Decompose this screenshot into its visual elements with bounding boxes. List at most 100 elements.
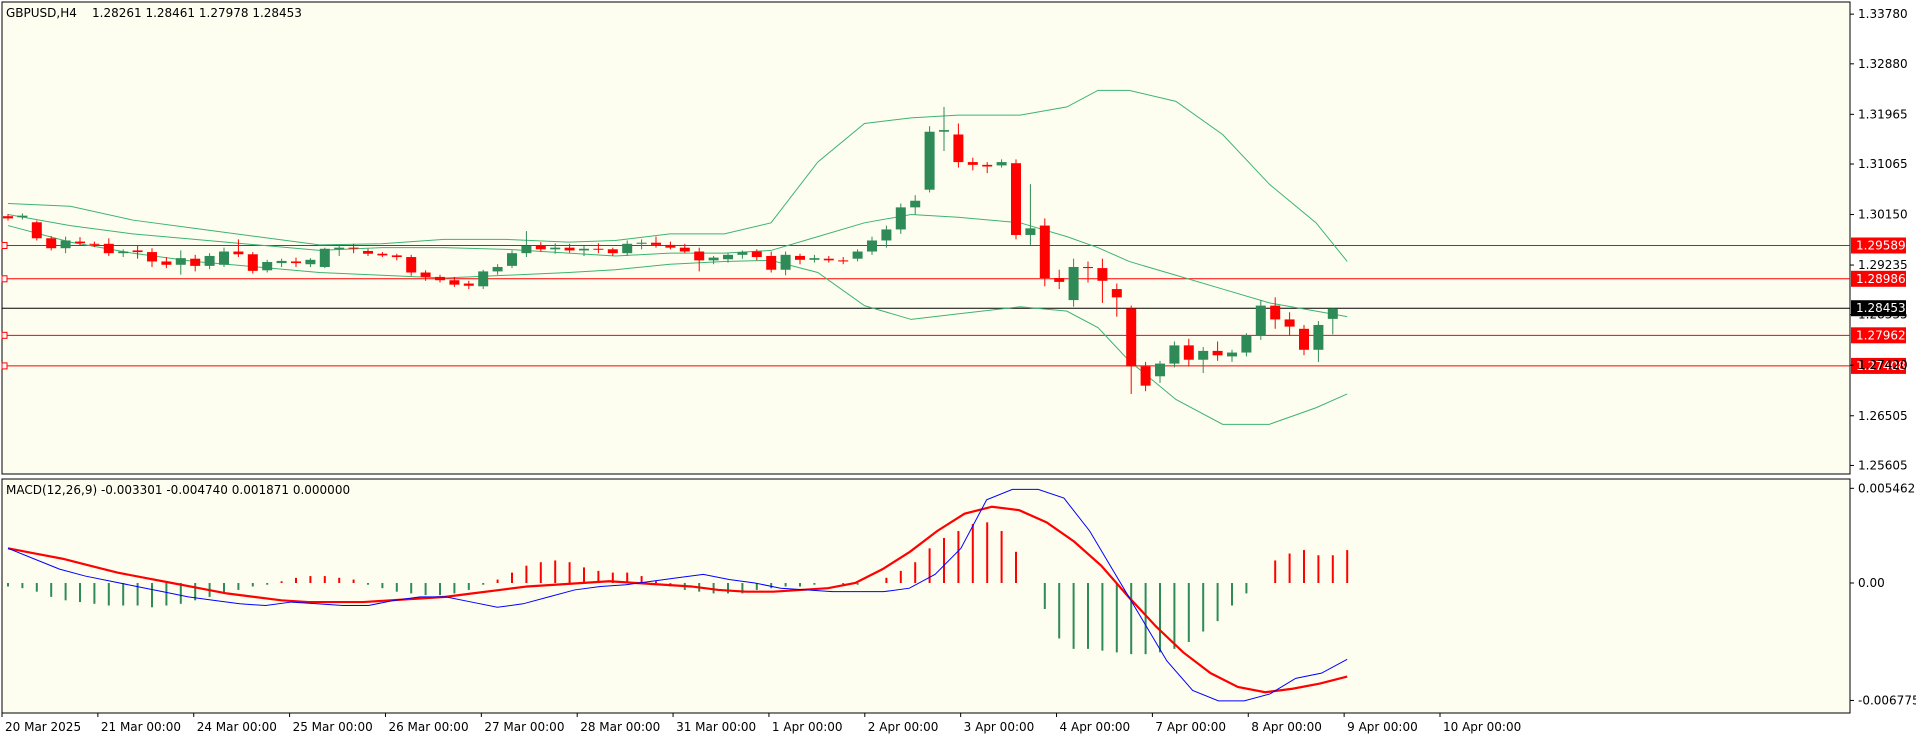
candle-body[interactable] — [3, 216, 13, 219]
level-handle[interactable] — [1, 275, 8, 283]
candle-body[interactable] — [723, 254, 733, 260]
candle-body[interactable] — [507, 253, 517, 266]
candle-body[interactable] — [420, 272, 431, 277]
candle-body[interactable] — [867, 240, 877, 252]
candle-body[interactable] — [809, 258, 820, 260]
candle-body[interactable] — [276, 260, 287, 264]
candle-body[interactable] — [1155, 363, 1165, 377]
candle-body[interactable] — [939, 130, 949, 132]
candle-body[interactable] — [1183, 345, 1194, 360]
candle-body[interactable] — [147, 252, 157, 262]
candle-body[interactable] — [161, 261, 172, 265]
candle-body[interactable] — [852, 251, 863, 259]
candle-body[interactable] — [550, 247, 561, 250]
candle-body[interactable] — [751, 251, 762, 258]
candle-body[interactable] — [463, 283, 474, 286]
candle-body[interactable] — [996, 162, 1007, 166]
candle-body[interactable] — [1126, 308, 1137, 367]
candle-body[interactable] — [607, 249, 618, 254]
candle-body[interactable] — [1039, 225, 1050, 279]
candle-body[interactable] — [1011, 163, 1021, 235]
candle-body[interactable] — [924, 131, 935, 190]
candle-body[interactable] — [1054, 278, 1065, 282]
candle-body[interactable] — [435, 276, 445, 281]
macd-panel[interactable] — [1, 478, 1851, 714]
candle-body[interactable] — [1097, 268, 1108, 281]
candle-body[interactable] — [60, 240, 71, 249]
candle-body[interactable] — [1327, 308, 1338, 319]
candle-body[interactable] — [449, 280, 460, 285]
candle-body[interactable] — [305, 259, 316, 265]
candle-body[interactable] — [1198, 350, 1209, 360]
candle-body[interactable] — [377, 253, 388, 256]
candle-body[interactable] — [1140, 366, 1151, 386]
candle-body[interactable] — [1255, 305, 1266, 336]
candle-body[interactable] — [1299, 328, 1309, 350]
candle-body[interactable] — [895, 207, 906, 230]
level-handle[interactable] — [1, 331, 8, 339]
candle-body[interactable] — [881, 229, 892, 241]
candle-body[interactable] — [967, 162, 978, 165]
candle-body[interactable] — [1169, 345, 1180, 364]
candle-body[interactable] — [708, 257, 719, 261]
candle-body[interactable] — [406, 257, 417, 273]
candle-body[interactable] — [334, 247, 345, 250]
candle-body[interactable] — [766, 255, 777, 270]
candle-body[interactable] — [478, 271, 489, 287]
candle-body[interactable] — [319, 248, 330, 267]
candle-body[interactable] — [132, 250, 143, 253]
candle-body[interactable] — [636, 242, 647, 244]
candle-body[interactable] — [219, 251, 229, 265]
candle-body[interactable] — [247, 254, 258, 271]
candle-body[interactable] — [910, 200, 921, 208]
candle-body[interactable] — [1270, 305, 1281, 320]
candle-body[interactable] — [262, 262, 273, 271]
candle-body[interactable] — [233, 251, 244, 255]
candle-body[interactable] — [1241, 335, 1252, 353]
candle-body[interactable] — [492, 266, 503, 272]
candle-body[interactable] — [838, 260, 849, 262]
candle-body[interactable] — [348, 247, 359, 249]
candle-body[interactable] — [291, 261, 301, 264]
candle-body[interactable] — [679, 247, 690, 252]
candle-body[interactable] — [118, 251, 129, 254]
candle-body[interactable] — [593, 248, 604, 250]
candle-body[interactable] — [694, 251, 705, 261]
candle-body[interactable] — [665, 244, 676, 248]
candle-body[interactable] — [535, 246, 546, 250]
candle-body[interactable] — [17, 215, 28, 218]
candle-body[interactable] — [1284, 319, 1295, 327]
candle-body[interactable] — [75, 241, 85, 244]
candle-body[interactable] — [780, 254, 791, 270]
candle-body[interactable] — [103, 243, 114, 254]
candle-body[interactable] — [564, 247, 575, 251]
level-handle[interactable] — [1, 362, 8, 370]
candle-body[interactable] — [46, 238, 57, 249]
candle-body[interactable] — [651, 242, 661, 245]
candle-body[interactable] — [204, 255, 215, 266]
level-handle[interactable] — [1, 242, 8, 250]
candle-body[interactable] — [737, 252, 748, 255]
candle-body[interactable] — [1111, 289, 1122, 298]
candle-body[interactable] — [190, 258, 201, 266]
candle-body[interactable] — [175, 258, 186, 265]
price-panel[interactable] — [1, 1, 1851, 475]
candle-body[interactable] — [823, 258, 834, 261]
candle-body[interactable] — [363, 250, 373, 254]
candle-body[interactable] — [31, 222, 42, 239]
candle-body[interactable] — [953, 134, 964, 163]
candle-body[interactable] — [521, 246, 532, 254]
candle-body[interactable] — [982, 164, 993, 167]
candle-body[interactable] — [622, 243, 633, 254]
candle-body[interactable] — [795, 255, 805, 260]
candle-body[interactable] — [1313, 324, 1324, 350]
candle-body[interactable] — [1227, 352, 1237, 357]
candle-body[interactable] — [579, 248, 589, 251]
candle-body[interactable] — [1083, 266, 1093, 269]
candle-body[interactable] — [1212, 350, 1223, 356]
candle-body[interactable] — [1025, 228, 1036, 235]
candle-body[interactable] — [89, 243, 100, 245]
candle-body[interactable] — [1068, 266, 1079, 301]
candle-body[interactable] — [391, 255, 402, 258]
